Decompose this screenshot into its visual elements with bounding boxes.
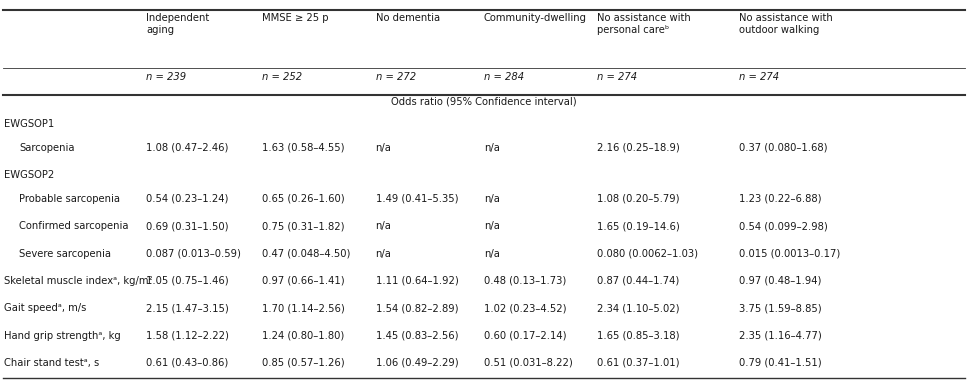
Text: 0.080 (0.0062–1.03): 0.080 (0.0062–1.03) <box>597 249 698 258</box>
Text: 0.97 (0.66–1.41): 0.97 (0.66–1.41) <box>262 276 345 286</box>
Text: 1.49 (0.41–5.35): 1.49 (0.41–5.35) <box>376 194 458 204</box>
Text: 0.65 (0.26–1.60): 0.65 (0.26–1.60) <box>262 194 345 204</box>
Text: 1.58 (1.12–2.22): 1.58 (1.12–2.22) <box>146 331 229 340</box>
Text: 1.65 (0.19–14.6): 1.65 (0.19–14.6) <box>597 221 680 231</box>
Text: 0.37 (0.080–1.68): 0.37 (0.080–1.68) <box>739 143 827 153</box>
Text: n/a: n/a <box>484 194 499 204</box>
Text: Chair stand testᵃ, s: Chair stand testᵃ, s <box>4 358 99 368</box>
Text: 0.54 (0.099–2.98): 0.54 (0.099–2.98) <box>739 221 828 231</box>
Text: 0.79 (0.41–1.51): 0.79 (0.41–1.51) <box>739 358 821 368</box>
Text: 0.54 (0.23–1.24): 0.54 (0.23–1.24) <box>146 194 228 204</box>
Text: 0.47 (0.048–4.50): 0.47 (0.048–4.50) <box>262 249 350 258</box>
Text: n = 274: n = 274 <box>597 72 637 82</box>
Text: Confirmed sarcopenia: Confirmed sarcopenia <box>19 221 129 231</box>
Text: n = 272: n = 272 <box>376 72 415 82</box>
Text: No assistance with
personal careᵇ: No assistance with personal careᵇ <box>597 13 691 35</box>
Text: No dementia: No dementia <box>376 13 439 23</box>
Text: n/a: n/a <box>376 143 391 153</box>
Text: 1.63 (0.58–4.55): 1.63 (0.58–4.55) <box>262 143 345 153</box>
Text: No assistance with
outdoor walking: No assistance with outdoor walking <box>739 13 832 35</box>
Text: Probable sarcopenia: Probable sarcopenia <box>19 194 120 204</box>
Text: 1.11 (0.64–1.92): 1.11 (0.64–1.92) <box>376 276 458 286</box>
Text: Sarcopenia: Sarcopenia <box>19 143 75 153</box>
Text: 0.97 (0.48–1.94): 0.97 (0.48–1.94) <box>739 276 821 286</box>
Text: 2.15 (1.47–3.15): 2.15 (1.47–3.15) <box>146 303 228 313</box>
Text: 1.23 (0.22–6.88): 1.23 (0.22–6.88) <box>739 194 821 204</box>
Text: 0.015 (0.0013–0.17): 0.015 (0.0013–0.17) <box>739 249 840 258</box>
Text: n/a: n/a <box>484 143 499 153</box>
Text: 0.60 (0.17–2.14): 0.60 (0.17–2.14) <box>484 331 566 340</box>
Text: Severe sarcopenia: Severe sarcopenia <box>19 249 111 258</box>
Text: n/a: n/a <box>376 249 391 258</box>
Text: 1.08 (0.20–5.79): 1.08 (0.20–5.79) <box>597 194 680 204</box>
Text: n/a: n/a <box>484 249 499 258</box>
Text: Hand grip strengthᵃ, kg: Hand grip strengthᵃ, kg <box>4 331 121 340</box>
Text: 2.16 (0.25–18.9): 2.16 (0.25–18.9) <box>597 143 680 153</box>
Text: 0.087 (0.013–0.59): 0.087 (0.013–0.59) <box>146 249 241 258</box>
Text: Independent
aging: Independent aging <box>146 13 209 35</box>
Text: 0.61 (0.37–1.01): 0.61 (0.37–1.01) <box>597 358 680 368</box>
Text: 1.54 (0.82–2.89): 1.54 (0.82–2.89) <box>376 303 458 313</box>
Text: 1.45 (0.83–2.56): 1.45 (0.83–2.56) <box>376 331 458 340</box>
Text: 2.34 (1.10–5.02): 2.34 (1.10–5.02) <box>597 303 680 313</box>
Text: 0.51 (0.031–8.22): 0.51 (0.031–8.22) <box>484 358 573 368</box>
Text: 0.85 (0.57–1.26): 0.85 (0.57–1.26) <box>262 358 345 368</box>
Text: n = 239: n = 239 <box>146 72 186 82</box>
Text: MMSE ≥ 25 p: MMSE ≥ 25 p <box>262 13 329 23</box>
Text: 1.70 (1.14–2.56): 1.70 (1.14–2.56) <box>262 303 345 313</box>
Text: n = 252: n = 252 <box>262 72 302 82</box>
Text: 1.08 (0.47–2.46): 1.08 (0.47–2.46) <box>146 143 228 153</box>
Text: Gait speedᵃ, m/s: Gait speedᵃ, m/s <box>4 303 86 313</box>
Text: 0.87 (0.44–1.74): 0.87 (0.44–1.74) <box>597 276 680 286</box>
Text: n/a: n/a <box>376 221 391 231</box>
Text: EWGSOP1: EWGSOP1 <box>4 119 54 129</box>
Text: Community-dwelling: Community-dwelling <box>484 13 587 23</box>
Text: n = 284: n = 284 <box>484 72 524 82</box>
Text: 1.05 (0.75–1.46): 1.05 (0.75–1.46) <box>146 276 228 286</box>
Text: n/a: n/a <box>484 221 499 231</box>
Text: 0.75 (0.31–1.82): 0.75 (0.31–1.82) <box>262 221 345 231</box>
Text: 1.65 (0.85–3.18): 1.65 (0.85–3.18) <box>597 331 680 340</box>
Text: 1.06 (0.49–2.29): 1.06 (0.49–2.29) <box>376 358 458 368</box>
Text: Odds ratio (95% Confidence interval): Odds ratio (95% Confidence interval) <box>391 97 577 106</box>
Text: n = 274: n = 274 <box>739 72 778 82</box>
Text: 3.75 (1.59–8.85): 3.75 (1.59–8.85) <box>739 303 821 313</box>
Text: 1.24 (0.80–1.80): 1.24 (0.80–1.80) <box>262 331 345 340</box>
Text: 1.02 (0.23–4.52): 1.02 (0.23–4.52) <box>484 303 566 313</box>
Text: Skeletal muscle indexᵃ, kg/m²: Skeletal muscle indexᵃ, kg/m² <box>4 276 152 286</box>
Text: 0.48 (0.13–1.73): 0.48 (0.13–1.73) <box>484 276 566 286</box>
Text: 0.61 (0.43–0.86): 0.61 (0.43–0.86) <box>146 358 228 368</box>
Text: 2.35 (1.16–4.77): 2.35 (1.16–4.77) <box>739 331 821 340</box>
Text: 0.69 (0.31–1.50): 0.69 (0.31–1.50) <box>146 221 228 231</box>
Text: EWGSOP2: EWGSOP2 <box>4 170 54 180</box>
